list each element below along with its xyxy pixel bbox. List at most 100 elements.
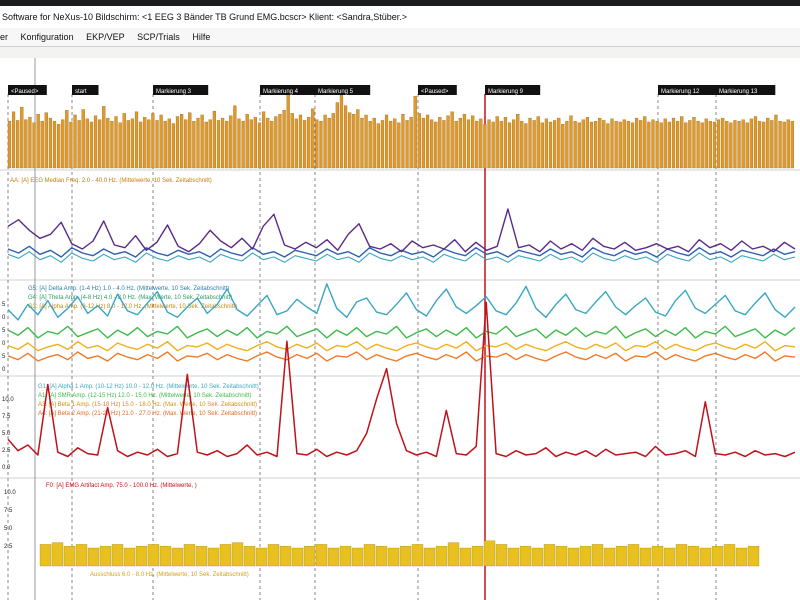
top-bar [741,119,745,169]
top-bar [368,121,372,169]
top-bar [323,114,327,169]
top-bar [626,121,630,169]
top-bar [462,114,467,169]
bottom-bar [351,547,364,567]
bottom-bar [531,547,544,567]
top-bar [618,121,622,169]
marker-tag-label: Markierung 4 [263,89,299,95]
top-bar [372,117,376,169]
band-tick-label: 5 [2,302,6,308]
top-bar [302,120,307,169]
top-bar [93,115,98,169]
top-bar [360,117,364,169]
top-bar [704,118,708,169]
top-bar [757,121,762,169]
menu-item-ekp-vep[interactable]: EKP/VEP [86,32,125,42]
top-bar [680,116,684,169]
top-bar [397,122,401,169]
top-bar [134,111,139,169]
top-bar [393,118,397,169]
menu-item-file[interactable]: er [0,32,9,42]
top-bar [573,121,577,169]
top-bar [69,121,73,169]
top-bar [389,121,393,169]
trend-plots-svg: AA: [A] EEG Median Freq. 2.0 - 40.0 Hz. … [0,58,800,600]
top-bar [622,119,626,169]
bottom-bar [231,542,244,567]
top-bar [471,115,475,169]
window-title: Software for NeXus-10 Bildschirm: <1 EEG… [2,12,408,22]
marker-tag-box [658,85,718,95]
bottom-bar [339,546,352,567]
bottom-bar [591,544,604,567]
menu-item-scp-trials[interactable]: SCP/Trials [137,32,180,42]
top-bar [364,114,368,169]
top-bar [512,119,516,169]
top-bar [356,109,360,169]
top-bar [114,116,118,169]
top-bar [348,112,352,169]
top-bar [147,119,151,169]
top-bar [610,118,614,169]
bottom-bar [567,547,580,567]
top-bar [261,111,266,169]
top-bar [708,121,712,169]
top-bar [57,124,61,169]
bottom-bar [495,544,508,567]
band-tick-label: 0 [2,341,6,347]
top-bar [766,117,770,169]
top-bar [405,120,409,169]
top-bar [85,118,89,169]
top-bar [118,122,122,169]
top-bar [524,123,528,169]
top-bar [192,121,196,169]
band-axis-ticks: 5 0 5 0 5 0 [2,302,6,373]
top-bar [401,114,405,169]
emg-tick-label: 0.0 [2,465,11,471]
bottom-bar [387,547,400,567]
top-bar [667,121,671,169]
marker-tag-label: Markierung 12 [661,89,700,95]
top-bar [151,113,155,169]
top-bar [376,123,380,169]
top-bar [48,117,53,169]
menu-item-konfiguration[interactable]: Konfiguration [20,32,74,42]
top-bar [65,110,69,169]
top-bar [163,121,167,169]
bottom-bar [363,544,376,567]
top-bar [553,120,557,169]
top-bar [188,112,192,169]
bottom-bar [507,547,520,567]
top-bar [184,119,188,169]
top-bar [639,120,643,169]
fast-label-smr: A1: [A] SMR Amp. (12-15 Hz) 12.0 - 15.0 … [38,393,251,399]
top-bar [721,117,725,169]
top-bar [745,122,749,169]
top-bar [499,121,503,169]
top-bar [233,105,237,169]
top-bar [220,117,225,169]
top-bar [712,121,717,169]
bottom-bar [639,547,652,567]
top-bar [11,111,16,169]
top-bar [749,118,753,169]
bottom-bars-group [39,540,760,567]
top-bar [237,118,241,169]
top-bar [155,120,159,169]
top-bar [126,120,130,169]
bottom-bar [39,544,52,567]
bottom-bar [123,547,136,567]
top-bar [274,116,278,169]
bottom-bar [183,544,196,567]
top-bar [286,93,290,169]
menu-item-hilfe[interactable]: Hilfe [192,32,211,42]
band-tick-label: 5 [2,328,6,334]
top-bar [89,121,94,169]
bottom-bar [651,546,664,567]
marker-tag-box [716,85,776,95]
top-bar [688,120,692,169]
bottom-bar [399,546,412,567]
top-bar [52,121,57,169]
top-bar [266,117,270,169]
